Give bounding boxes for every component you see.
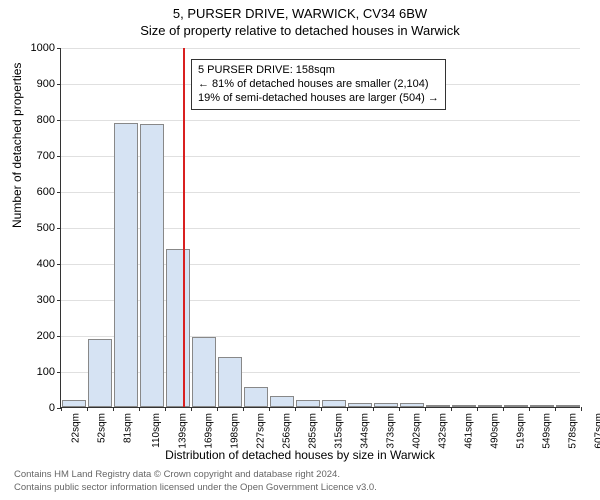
histogram-bar [374,403,399,407]
x-tick-mark [321,407,322,411]
x-tick-label: 578sqm [567,413,578,449]
y-tick-label: 0 [49,402,55,414]
x-tick-label: 285sqm [307,413,318,449]
x-tick-label: 315sqm [333,413,344,449]
histogram-bar [322,400,347,407]
histogram-bar [192,337,217,407]
footer-attribution: Contains HM Land Registry data © Crown c… [14,469,377,494]
y-tick-mark [57,120,61,121]
footer-line: Contains public sector information licen… [14,482,377,494]
x-tick-mark [165,407,166,411]
histogram-bar [218,357,243,407]
chart-area: 0100200300400500600700800900100022sqm52s… [60,48,580,408]
y-tick-label: 700 [37,150,55,162]
x-tick-mark [373,407,374,411]
y-tick-label: 500 [37,222,55,234]
histogram-bar [400,403,425,407]
x-tick-label: 490sqm [489,413,500,449]
x-tick-mark [139,407,140,411]
x-tick-mark [399,407,400,411]
y-tick-label: 1000 [31,42,55,54]
gridline [61,48,580,49]
y-tick-label: 100 [37,366,55,378]
page-title: 5, PURSER DRIVE, WARWICK, CV34 6BW [0,0,600,21]
x-tick-label: 52sqm [97,413,108,443]
y-tick-mark [57,372,61,373]
x-tick-mark [113,407,114,411]
x-tick-mark [477,407,478,411]
histogram-bar [296,400,321,407]
x-tick-mark [529,407,530,411]
y-tick-mark [57,48,61,49]
x-tick-label: 519sqm [515,413,526,449]
x-tick-label: 607sqm [593,413,600,449]
histogram-bar [478,405,503,407]
y-tick-mark [57,84,61,85]
annotation-box: 5 PURSER DRIVE: 158sqm← 81% of detached … [191,59,446,110]
x-tick-mark [269,407,270,411]
y-tick-label: 900 [37,78,55,90]
x-tick-mark [347,407,348,411]
x-tick-label: 110sqm [151,413,162,448]
y-tick-mark [57,300,61,301]
x-tick-label: 256sqm [281,413,292,449]
histogram-bar [166,249,191,407]
histogram-bar [426,405,451,407]
x-tick-mark [503,407,504,411]
histogram-bar [530,405,555,407]
x-tick-mark [243,407,244,411]
histogram-bar [348,403,373,407]
histogram-bar [452,405,477,407]
x-tick-mark [555,407,556,411]
x-tick-label: 81sqm [123,413,134,443]
x-tick-mark [61,407,62,411]
histogram-bar [504,405,529,407]
histogram-bar [140,124,165,407]
footer-line: Contains HM Land Registry data © Crown c… [14,469,377,481]
histogram-bar [556,405,581,407]
x-tick-mark [425,407,426,411]
x-tick-label: 432sqm [437,413,448,449]
x-tick-label: 139sqm [177,413,188,449]
annotation-line: 19% of semi-detached houses are larger (… [198,91,439,105]
histogram-bar [270,396,295,407]
x-tick-label: 461sqm [463,413,474,449]
histogram-bar [62,400,87,407]
x-tick-mark [191,407,192,411]
y-tick-label: 400 [37,258,55,270]
x-tick-label: 169sqm [203,413,214,449]
x-tick-label: 549sqm [541,413,552,449]
annotation-line: ← 81% of detached houses are smaller (2,… [198,77,439,91]
y-tick-mark [57,156,61,157]
y-tick-label: 200 [37,330,55,342]
reference-line [183,48,185,407]
x-tick-mark [217,407,218,411]
y-tick-mark [57,192,61,193]
y-tick-label: 800 [37,114,55,126]
x-tick-label: 22sqm [71,413,82,443]
x-tick-mark [87,407,88,411]
y-axis-title: Number of detached properties [10,63,24,228]
x-tick-label: 227sqm [255,413,266,449]
x-tick-mark [581,407,582,411]
y-tick-label: 300 [37,294,55,306]
annotation-line: 5 PURSER DRIVE: 158sqm [198,63,439,77]
x-tick-label: 373sqm [385,413,396,449]
x-tick-label: 344sqm [359,413,370,449]
y-tick-mark [57,228,61,229]
x-tick-mark [295,407,296,411]
gridline [61,120,580,121]
y-tick-label: 600 [37,186,55,198]
x-tick-mark [451,407,452,411]
x-tick-label: 198sqm [229,413,240,449]
x-axis-title: Distribution of detached houses by size … [0,448,600,462]
y-tick-mark [57,336,61,337]
y-tick-mark [57,264,61,265]
page-subtitle: Size of property relative to detached ho… [0,21,600,38]
histogram-bar [88,339,113,407]
histogram-bar [244,387,269,407]
histogram-bar [114,123,139,407]
x-tick-label: 402sqm [411,413,422,449]
plot-area: 0100200300400500600700800900100022sqm52s… [60,48,580,408]
